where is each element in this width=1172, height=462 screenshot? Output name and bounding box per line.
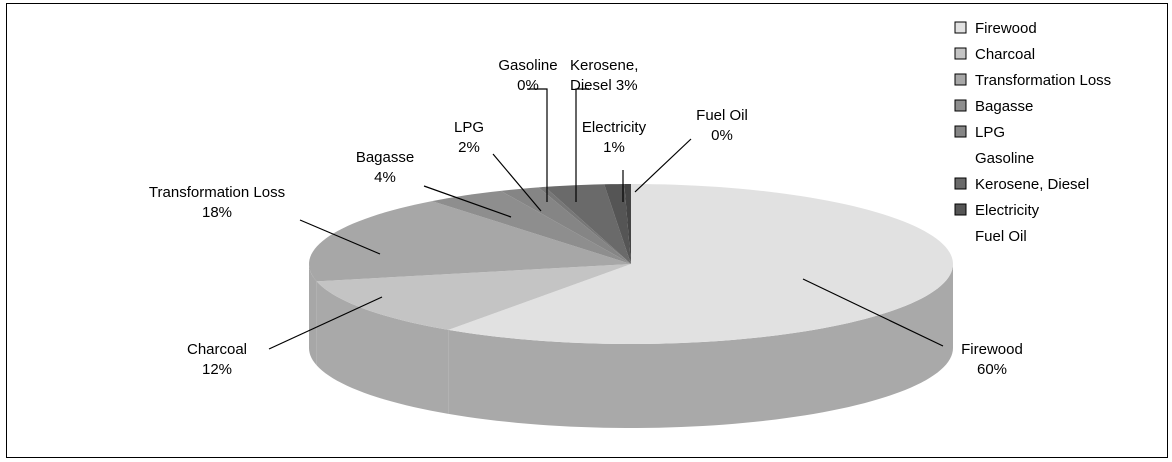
legend-swatch-firewood <box>954 21 967 34</box>
data-label-kerosene-diesel: Kerosene, Diesel 3% <box>570 57 638 94</box>
legend-label-lpg: LPG <box>975 124 1005 141</box>
pie-slice-lpg <box>500 187 631 264</box>
pie-chart: Firewood 60% Charcoal 12% Transformation Los… <box>149 20 1111 428</box>
leader-line-fuel-oil <box>634 138 692 193</box>
legend-label-electricity: Electricity <box>975 202 1040 219</box>
pie-side-firewood <box>448 264 953 428</box>
pie-slice-kerosene-diesel <box>544 184 631 264</box>
data-label-gasoline: Gasoline 0% <box>498 57 557 94</box>
pie-slice-electricity <box>604 184 631 264</box>
leader-line-bagasse <box>423 185 512 218</box>
pie-slice-firewood <box>448 184 953 344</box>
data-label-firewood: Firewood 60% <box>961 341 1023 378</box>
legend-label-kerosene-diesel: Kerosene, Diesel <box>975 176 1089 193</box>
pie-slice-bagasse <box>432 190 631 264</box>
legend-label-firewood: Firewood <box>975 20 1037 37</box>
pie-slice-charcoal <box>316 264 631 330</box>
pie-slice-fuel-oil <box>624 184 631 264</box>
legend-label-charcoal: Charcoal <box>975 46 1035 63</box>
data-label-fuel-oil: Fuel Oil 0% <box>696 107 748 144</box>
data-label-transformation-loss: Transformation Loss 18% <box>149 184 285 221</box>
leader-line-charcoal <box>268 296 383 350</box>
leader-line-gasoline <box>527 88 548 202</box>
data-label-charcoal: Charcoal 12% <box>187 341 247 378</box>
legend-swatch-kerosene-diesel <box>954 177 967 190</box>
pie-sides <box>309 264 953 428</box>
data-labels: Firewood 60% Charcoal 12% Transformation Los… <box>149 57 1023 378</box>
pie-slice-transformation-loss <box>309 201 631 282</box>
data-label-bagasse: Bagasse 4% <box>356 149 414 186</box>
legend-swatch-charcoal <box>954 47 967 60</box>
legend-label-transformation-loss: Transformation Loss <box>975 72 1111 89</box>
legend-swatch-electricity <box>954 203 967 216</box>
pie-side-transformation-loss <box>309 264 317 366</box>
leader-line-lpg <box>492 153 542 212</box>
chart-frame: Firewood 60% Charcoal 12% Transformation Los… <box>6 3 1168 458</box>
pie-slice-gasoline <box>538 186 631 264</box>
legend-label-fuel-oil: Fuel Oil <box>975 228 1027 245</box>
legend: Firewood Charcoal Transformation Loss Bagas… <box>954 20 1111 245</box>
data-label-electricity: Electricity 1% <box>582 119 647 156</box>
data-label-lpg: LPG 2% <box>454 119 484 156</box>
legend-swatch-bagasse <box>954 99 967 112</box>
leader-lines <box>268 88 944 350</box>
leader-line-firewood <box>802 278 944 347</box>
legend-label-gasoline: Gasoline <box>975 150 1034 167</box>
legend-label-bagasse: Bagasse <box>975 98 1033 115</box>
leader-line-transformation-loss <box>299 219 381 255</box>
pie-side-charcoal <box>316 281 449 414</box>
leader-line-kerosene-diesel <box>575 88 589 202</box>
pie-slices <box>309 184 953 344</box>
legend-swatch-transformation-loss <box>954 73 967 86</box>
legend-swatch-lpg <box>954 125 967 138</box>
